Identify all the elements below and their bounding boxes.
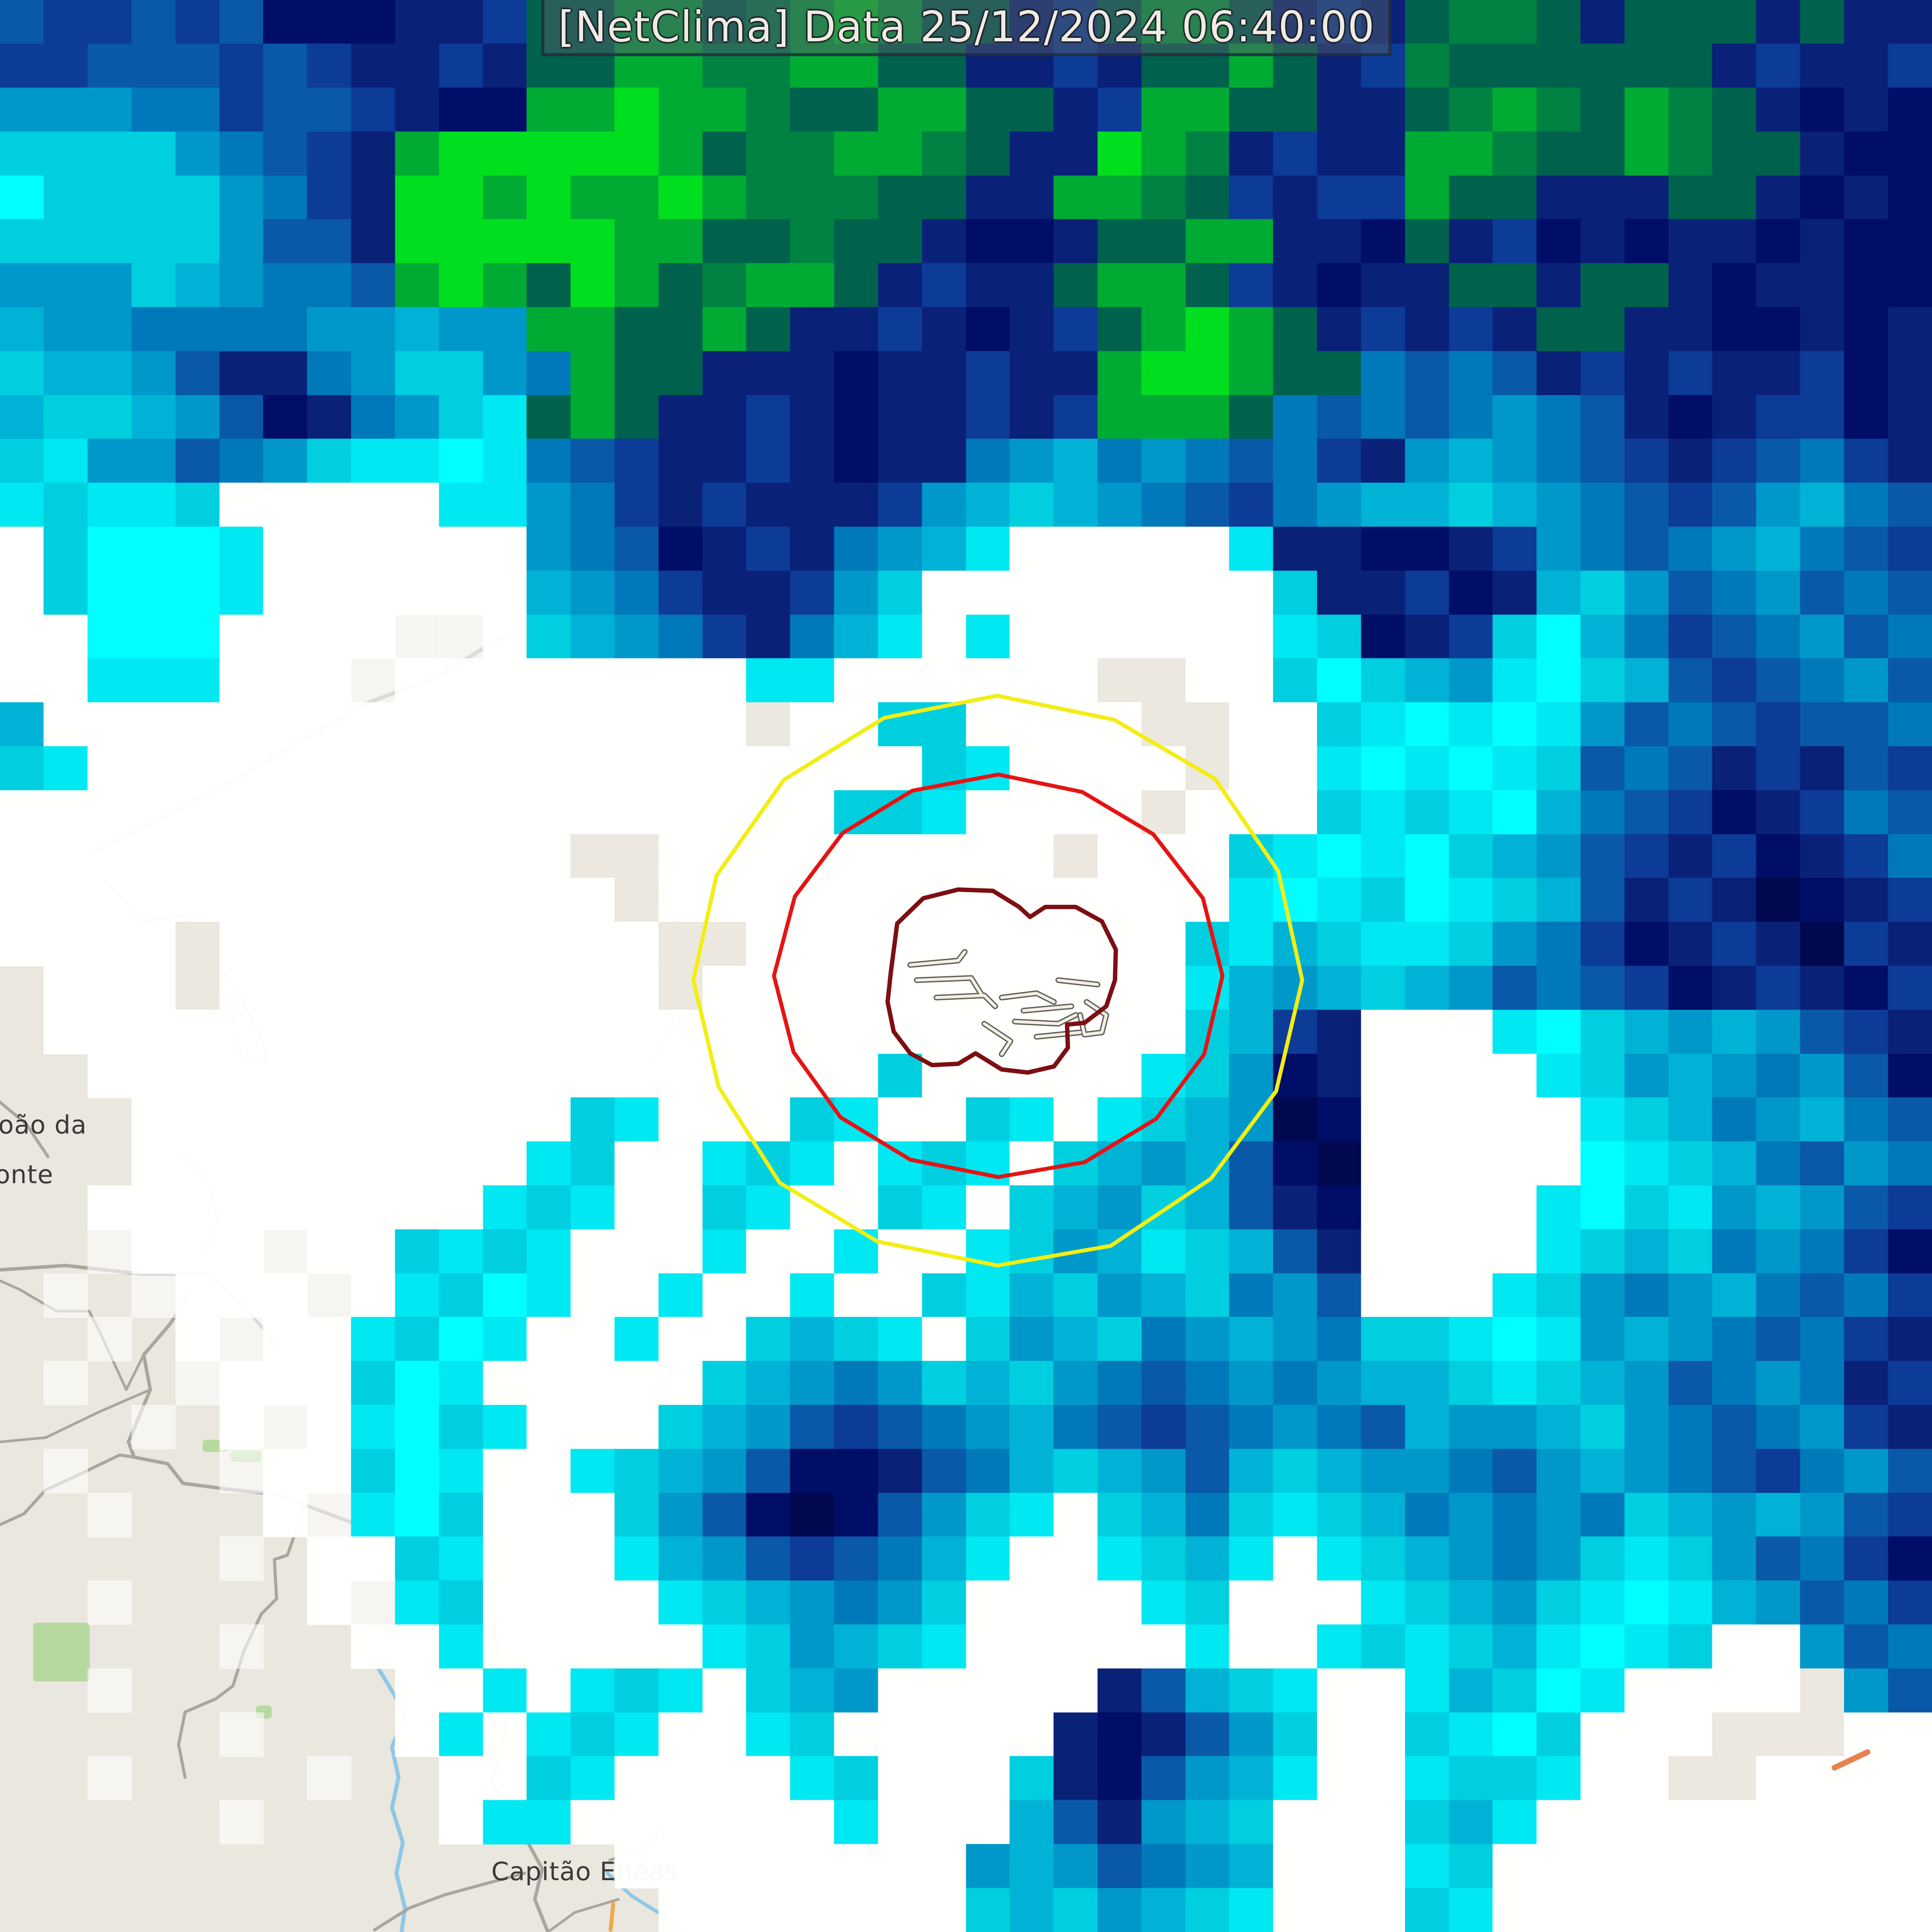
title-text: [NetClima] Data 25/12/2024 06:40:00	[558, 2, 1375, 51]
middle-alert-ring	[772, 772, 1225, 1179]
alert-rings	[691, 694, 1304, 1268]
extra-highway-mark	[1831, 1749, 1871, 1771]
inner-alert-ring	[885, 887, 1118, 1075]
title-bar: [NetClima] Data 25/12/2024 06:40:00	[541, 0, 1392, 56]
outer-alert-ring	[691, 694, 1304, 1268]
city-streets	[907, 949, 1109, 1057]
